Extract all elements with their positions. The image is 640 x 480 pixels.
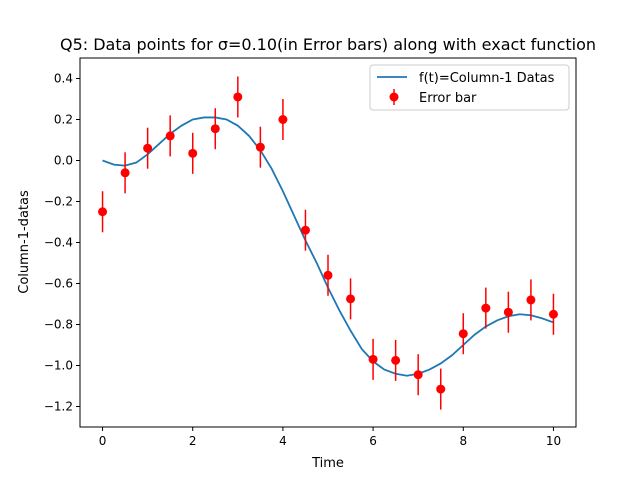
plot-area — [98, 76, 558, 410]
data-point — [255, 142, 265, 152]
data-point — [165, 131, 175, 141]
data-point — [323, 270, 333, 280]
y-axis-ticks: −1.2 −1.0 −0.8 −0.6 −0.4 −0.2 0.0 0.2 0.4 — [44, 72, 80, 414]
data-point — [391, 355, 401, 365]
data-point — [120, 168, 130, 178]
y-tick-label: 0.0 — [54, 154, 73, 168]
y-tick-label: 0.2 — [54, 113, 73, 127]
data-point — [413, 370, 423, 380]
x-tick-label: 0 — [99, 434, 107, 448]
x-tick-label: 4 — [279, 434, 287, 448]
legend-box — [369, 64, 570, 111]
x-axis-ticks: 0 2 4 6 8 10 — [99, 427, 561, 448]
legend: f(t)=Column-1 Datas Error bar — [369, 64, 570, 111]
y-tick-label: −0.6 — [44, 277, 73, 291]
data-point — [210, 124, 220, 134]
legend-label-errorbar: Error bar — [419, 91, 477, 106]
data-point — [188, 148, 198, 158]
data-point — [98, 207, 108, 217]
data-point — [300, 225, 310, 235]
data-point — [143, 143, 153, 153]
x-tick-label: 6 — [369, 434, 377, 448]
y-tick-label: −0.4 — [44, 236, 73, 250]
y-tick-label: −1.2 — [44, 400, 73, 414]
x-axis-label: Time — [311, 456, 344, 471]
data-point — [503, 307, 513, 317]
y-axis-label: Column-1-datas — [17, 190, 32, 294]
y-tick-label: −0.2 — [44, 195, 73, 209]
x-tick-label: 2 — [189, 434, 197, 448]
legend-marker-swatch — [389, 92, 399, 102]
x-tick-label: 10 — [546, 434, 561, 448]
axes-frame — [79, 57, 577, 428]
data-point — [526, 295, 536, 305]
data-point — [458, 329, 468, 339]
data-point — [436, 384, 446, 394]
legend-label-function: f(t)=Column-1 Datas — [419, 71, 555, 86]
data-point — [346, 294, 356, 304]
y-tick-label: 0.4 — [54, 72, 73, 86]
data-point — [481, 303, 491, 313]
data-point — [233, 92, 243, 102]
y-tick-label: −1.0 — [44, 359, 73, 373]
chart-title: Q5: Data points for σ=0.10(in Error bars… — [60, 35, 596, 54]
data-point — [278, 115, 288, 124]
data-point — [548, 309, 558, 319]
x-tick-label: 8 — [459, 434, 467, 448]
y-tick-label: −0.8 — [44, 318, 73, 332]
data-point — [368, 354, 378, 364]
